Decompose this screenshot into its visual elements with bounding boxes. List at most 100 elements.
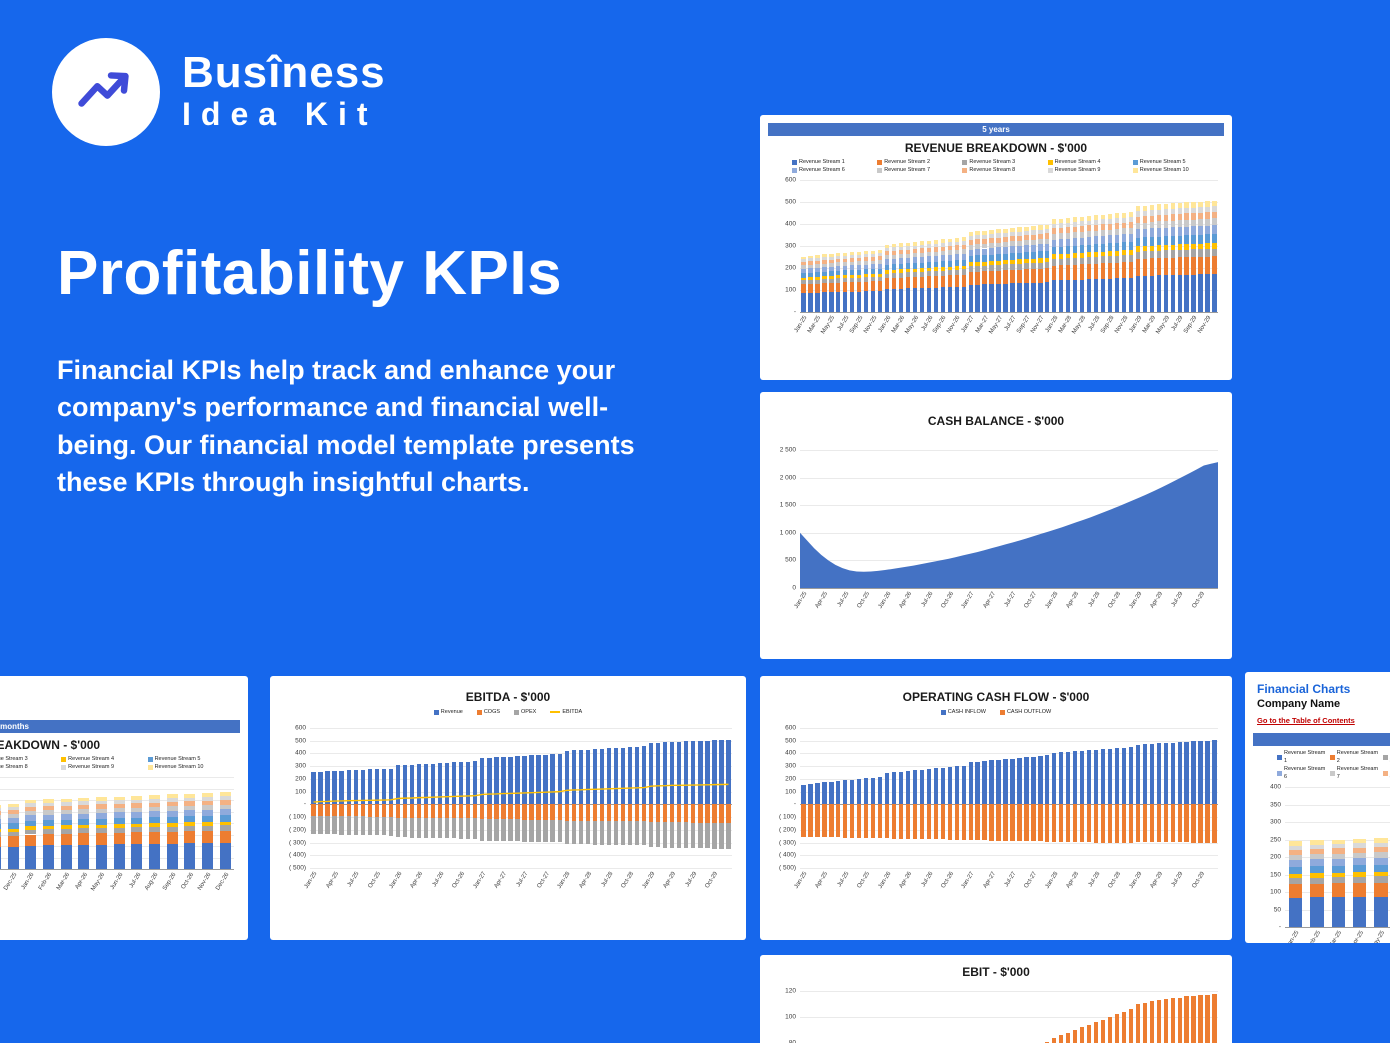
- bar-segment: [1107, 262, 1113, 279]
- bar-segment: [648, 822, 654, 848]
- bar-segment: [961, 244, 966, 250]
- gridline: [800, 246, 1218, 247]
- legend-item: Revenue Stream 2: [1329, 749, 1383, 765]
- bar-segment: [1191, 243, 1196, 250]
- bar-segment: [829, 259, 834, 263]
- bar-segment: [933, 276, 938, 288]
- bar-segment: [7, 828, 19, 832]
- bar-segment: [891, 250, 897, 255]
- legend-marker: [877, 159, 883, 165]
- bar-segment: [1114, 804, 1120, 843]
- bar-segment: [940, 275, 945, 288]
- legend-marker: [61, 756, 67, 762]
- bar-segment: [815, 267, 820, 273]
- bar-segment: [1038, 225, 1043, 230]
- x-axis-label: Sep-27: [1016, 315, 1032, 335]
- bar-segment: [1100, 251, 1106, 257]
- x-axis-label: Jan-29: [1128, 591, 1143, 610]
- bar-segment: [870, 777, 876, 805]
- bar-segment: [60, 805, 72, 810]
- bar-segment: [982, 265, 987, 272]
- bar-segment: [149, 832, 160, 844]
- bar-segment: [1059, 223, 1064, 228]
- table-of-contents-link[interactable]: Go to the Table of Contents: [1257, 716, 1355, 725]
- bar-segment: [989, 261, 994, 266]
- bar-segment: [1079, 264, 1085, 280]
- bar-segment: [829, 256, 834, 260]
- x-axis-label: Jul-28: [600, 871, 615, 889]
- bar-segment: [719, 822, 724, 849]
- bar-segment: [940, 767, 945, 805]
- x-axis-label: Apr-26: [74, 872, 89, 891]
- bar-segment: [850, 277, 855, 283]
- x-axis-label: Jan-27: [960, 591, 976, 610]
- y-axis-label: 100: [785, 1013, 796, 1021]
- bar-segment: [808, 292, 813, 312]
- bar-segment: [1149, 215, 1154, 222]
- bar-segment: [684, 804, 689, 823]
- bar-segment: [1052, 752, 1057, 805]
- bar-segment: [982, 230, 987, 235]
- bar-segment: [864, 274, 869, 278]
- bar-segment: [1038, 258, 1043, 263]
- bar-segment: [473, 804, 478, 819]
- bar-segment: [677, 822, 682, 848]
- bar-segment: [1205, 225, 1210, 235]
- bar-segment: [1052, 265, 1057, 281]
- area-shape: [800, 462, 1218, 588]
- bar-segment: [113, 796, 125, 801]
- bar-segment: [1066, 279, 1071, 312]
- bar-segment: [961, 765, 966, 805]
- bar-segment: [113, 808, 125, 813]
- bar-segment: [536, 819, 541, 842]
- x-axis-label: Oct-27: [1023, 591, 1039, 610]
- bar-segment: [1331, 897, 1345, 927]
- bar-segment: [857, 261, 862, 265]
- bar-segment: [898, 277, 904, 289]
- bar-segment: [522, 755, 527, 805]
- x-axis-label: Nov-28: [1113, 315, 1130, 335]
- bar-segment: [1114, 262, 1120, 279]
- legend-label: Revenue Stream 9: [1054, 167, 1101, 173]
- bar-segment: [564, 750, 569, 805]
- bar-segment: [1093, 1022, 1099, 1043]
- bar-segment: [836, 255, 841, 259]
- bar-segment: [1100, 256, 1106, 264]
- bar-segment: [0, 829, 1, 833]
- bar-segment: [698, 822, 703, 849]
- bar-segment: [1353, 838, 1367, 844]
- bar-segment: [1135, 1004, 1141, 1043]
- bar-segment: [891, 804, 897, 839]
- bar-segment: [374, 804, 379, 817]
- bar-segment: [578, 804, 583, 821]
- gridline: [310, 740, 732, 742]
- bar-segment: [822, 804, 827, 838]
- bar-segment: [1003, 246, 1008, 254]
- legend-item: Revenue Stream 10: [147, 763, 234, 771]
- bar-segment: [627, 747, 633, 805]
- bar-segment: [1198, 804, 1203, 843]
- bar-segment: [850, 255, 855, 259]
- legend-item: Revenue Stream 1: [1277, 749, 1330, 765]
- bar-segment: [996, 283, 1001, 312]
- bar-segment: [877, 253, 883, 257]
- bar-segment: [961, 804, 966, 840]
- cash-balance-chart: 2 500 2 000 1 500 1 000 500 0 Jan-25 Apr-25 Jul…: [780, 447, 1218, 630]
- legend-marker: [962, 167, 968, 173]
- bar-segment: [905, 804, 911, 839]
- bar-segment: [25, 800, 37, 804]
- bar-segment: [423, 804, 429, 818]
- bar-segment: [1191, 804, 1196, 843]
- bar-segment: [989, 238, 994, 244]
- bar-segment: [480, 758, 485, 805]
- bar-segment: [905, 257, 911, 264]
- bar-segment: [634, 821, 640, 846]
- bar-segment: [1066, 264, 1071, 280]
- bar-segment: [926, 240, 932, 245]
- bar-segment: [1066, 222, 1071, 228]
- bar-segment: [829, 253, 834, 257]
- x-axis-label: Jan-28: [1044, 591, 1060, 610]
- bar-segment: [843, 291, 848, 312]
- y-axis-label: 100: [785, 286, 796, 294]
